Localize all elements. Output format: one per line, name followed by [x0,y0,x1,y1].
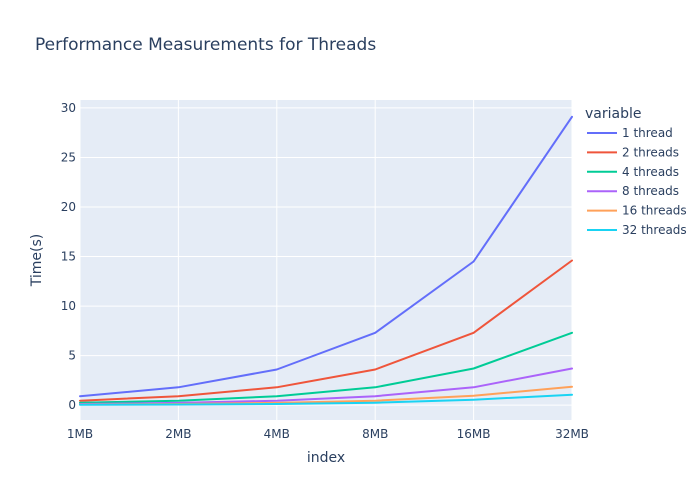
series-line-1-thread [79,115,573,398]
legend-label: 1 thread [622,126,673,140]
plot-area [80,100,572,420]
legend-item[interactable]: 4 threads [587,165,679,179]
legend: variable 1 thread 2 threads 4 threads 8 thr… [585,106,687,237]
legend-label: 2 threads [622,145,679,159]
legend-item[interactable]: 16 threads [587,204,687,218]
legend-label: 16 threads [622,204,687,218]
y-tick-label: 20 [61,200,76,214]
legend-label: 4 threads [622,165,679,179]
chart-title: Performance Measurements for Threads [35,35,376,55]
y-tick-label: 30 [61,101,76,115]
y-tick-label: 25 [61,150,76,164]
x-tick-label: 16MB [457,427,491,441]
legend-title: variable [585,106,641,122]
y-axis-ticks: 0 5 10 15 20 25 30 [61,101,76,412]
legend-item[interactable]: 1 thread [587,126,673,140]
x-tick-label: 4MB [264,427,290,441]
series-lines [79,115,573,406]
x-tick-label: 2MB [165,427,191,441]
series-line-32-threads [79,393,573,406]
y-tick-label: 5 [68,349,76,363]
y-tick-label: 0 [68,398,76,412]
legend-item[interactable]: 2 threads [587,145,679,159]
series-line-4-threads [79,331,573,404]
x-tick-label: 8MB [362,427,388,441]
x-tick-label: 1MB [67,427,93,441]
y-axis-title: Time(s) [29,234,45,287]
y-tick-label: 10 [61,299,76,313]
x-tick-label: 32MB [555,427,589,441]
legend-item[interactable]: 32 threads [587,223,687,237]
legend-item[interactable]: 8 threads [587,184,679,198]
legend-label: 32 threads [622,223,687,237]
x-axis-ticks: 1MB 2MB 4MB 8MB 16MB 32MB [67,427,589,441]
x-axis-title: index [307,450,345,466]
legend-label: 8 threads [622,184,679,198]
series-line-2-threads [79,259,573,402]
y-tick-label: 15 [61,250,76,264]
